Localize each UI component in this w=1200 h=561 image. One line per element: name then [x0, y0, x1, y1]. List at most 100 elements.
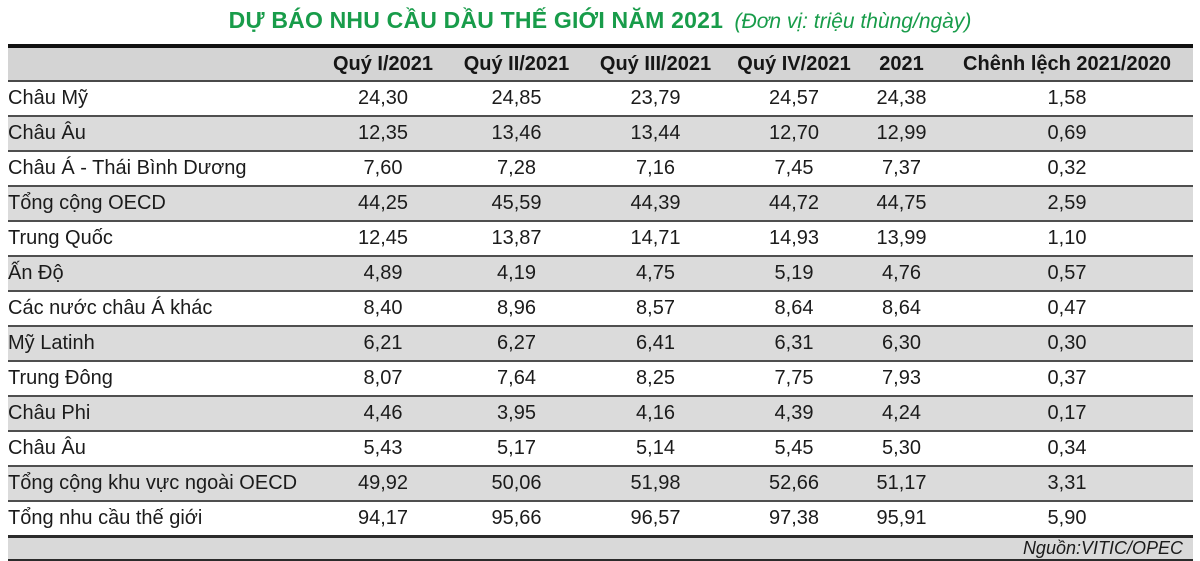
source-note: Nguồn:VITIC/OPEC — [8, 536, 1193, 561]
cell-value: 12,35 — [318, 116, 448, 152]
table-row: Tổng cộng OECD 44,25 45,59 44,39 44,72 44,75 2… — [8, 186, 1193, 222]
cell-value: 8,40 — [318, 291, 448, 327]
title-unit-note: (Đơn vị: triệu thùng/ngày) — [734, 10, 972, 33]
cell-value: 44,39 — [585, 186, 726, 222]
cell-value: 8,64 — [726, 291, 862, 327]
cell-value: 0,57 — [941, 256, 1193, 292]
cell-value: 44,75 — [862, 186, 941, 222]
cell-value: 7,45 — [726, 151, 862, 187]
cell-value: 24,85 — [448, 81, 585, 117]
row-label: Châu Phi — [8, 396, 318, 432]
cell-value: 7,37 — [862, 151, 941, 187]
cell-value: 4,46 — [318, 396, 448, 432]
column-header: Quý III/2021 — [585, 44, 726, 82]
cell-value: 8,96 — [448, 291, 585, 327]
cell-value: 95,91 — [862, 501, 941, 538]
table-row: Mỹ Latinh 6,21 6,27 6,41 6,31 6,30 0,30 — [8, 326, 1193, 362]
table-row: Trung Đông 8,07 7,64 8,25 7,75 7,93 0,37 — [8, 361, 1193, 397]
cell-value: 6,30 — [862, 326, 941, 362]
cell-value: 12,45 — [318, 221, 448, 257]
table-row: Châu Phi 4,46 3,95 4,16 4,39 4,24 0,17 — [8, 396, 1193, 432]
title-text: DỰ BÁO NHU CẦU DẦU THẾ GIỚI NĂM 2021 — [228, 7, 724, 33]
cell-value: 1,10 — [941, 221, 1193, 257]
cell-value: 6,27 — [448, 326, 585, 362]
table-row: Châu Âu 12,35 13,46 13,44 12,70 12,99 0,69 — [8, 116, 1193, 152]
cell-value: 94,17 — [318, 501, 448, 538]
cell-value: 49,92 — [318, 466, 448, 502]
cell-value: 45,59 — [448, 186, 585, 222]
cell-value: 13,46 — [448, 116, 585, 152]
table-row: Tổng cộng khu vực ngoài OECD 49,92 50,06 51… — [8, 466, 1193, 502]
row-label: Châu Âu — [8, 431, 318, 467]
cell-value: 8,64 — [862, 291, 941, 327]
cell-value: 5,14 — [585, 431, 726, 467]
cell-value: 6,41 — [585, 326, 726, 362]
cell-value: 8,57 — [585, 291, 726, 327]
cell-value: 13,44 — [585, 116, 726, 152]
cell-value: 7,60 — [318, 151, 448, 187]
row-label: Các nước châu Á khác — [8, 291, 318, 327]
cell-value: 4,24 — [862, 396, 941, 432]
region-column-header — [8, 44, 318, 82]
cell-value: 8,25 — [585, 361, 726, 397]
cell-value: 51,98 — [585, 466, 726, 502]
cell-value: 6,21 — [318, 326, 448, 362]
row-label: Châu Âu — [8, 116, 318, 152]
row-label: Tổng cộng OECD — [8, 186, 318, 222]
column-header: Quý I/2021 — [318, 44, 448, 82]
cell-value: 14,71 — [585, 221, 726, 257]
table-row: Các nước châu Á khác 8,40 8,96 8,57 8,64 8,64… — [8, 291, 1193, 327]
cell-value: 6,31 — [726, 326, 862, 362]
cell-value: 23,79 — [585, 81, 726, 117]
cell-value: 0,17 — [941, 396, 1193, 432]
row-label: Trung Quốc — [8, 221, 318, 257]
cell-value: 7,75 — [726, 361, 862, 397]
cell-value: 5,30 — [862, 431, 941, 467]
cell-value: 12,70 — [726, 116, 862, 152]
cell-value: 5,45 — [726, 431, 862, 467]
cell-value: 96,57 — [585, 501, 726, 538]
cell-value: 3,31 — [941, 466, 1193, 502]
row-label: Châu Mỹ — [8, 81, 318, 117]
cell-value: 95,66 — [448, 501, 585, 538]
cell-value: 7,64 — [448, 361, 585, 397]
cell-value: 13,87 — [448, 221, 585, 257]
oil-demand-forecast-table: Quý I/2021 Quý II/2021 Quý III/2021 Quý IV/… — [8, 44, 1193, 561]
cell-value: 0,47 — [941, 291, 1193, 327]
table-row: Ấn Độ 4,89 4,19 4,75 5,19 4,76 0,57 — [8, 256, 1193, 292]
cell-value: 5,90 — [941, 501, 1193, 538]
cell-value: 5,43 — [318, 431, 448, 467]
cell-value: 24,38 — [862, 81, 941, 117]
source-row: Nguồn:VITIC/OPEC — [8, 536, 1193, 561]
cell-value: 51,17 — [862, 466, 941, 502]
row-label: Châu Á - Thái Bình Dương — [8, 151, 318, 187]
table-row: Châu Mỹ 24,30 24,85 23,79 24,57 24,38 1,58 — [8, 81, 1193, 117]
column-header: Chênh lệch 2021/2020 — [941, 44, 1193, 82]
table-header-row: Quý I/2021 Quý II/2021 Quý III/2021 Quý IV/… — [8, 44, 1193, 82]
cell-value: 13,99 — [862, 221, 941, 257]
table-row: Châu Á - Thái Bình Dương 7,60 7,28 7,16 7,45… — [8, 151, 1193, 187]
cell-value: 50,06 — [448, 466, 585, 502]
table-row: Trung Quốc 12,45 13,87 14,71 14,93 13,99 1,10 — [8, 221, 1193, 257]
cell-value: 1,58 — [941, 81, 1193, 117]
cell-value: 24,30 — [318, 81, 448, 117]
cell-value: 0,69 — [941, 116, 1193, 152]
row-label: Tổng nhu cầu thế giới — [8, 501, 318, 538]
cell-value: 52,66 — [726, 466, 862, 502]
page-title: DỰ BÁO NHU CẦU DẦU THẾ GIỚI NĂM 2021 (Đơ… — [0, 0, 1200, 44]
cell-value: 4,76 — [862, 256, 941, 292]
cell-value: 4,75 — [585, 256, 726, 292]
cell-value: 12,99 — [862, 116, 941, 152]
row-label: Ấn Độ — [8, 256, 318, 292]
cell-value: 14,93 — [726, 221, 862, 257]
cell-value: 7,16 — [585, 151, 726, 187]
column-header: Quý II/2021 — [448, 44, 585, 82]
column-header: Quý IV/2021 — [726, 44, 862, 82]
cell-value: 2,59 — [941, 186, 1193, 222]
cell-value: 5,19 — [726, 256, 862, 292]
cell-value: 44,72 — [726, 186, 862, 222]
cell-value: 44,25 — [318, 186, 448, 222]
table-row: Tổng nhu cầu thế giới 94,17 95,66 96,57 97,3… — [8, 501, 1193, 538]
cell-value: 0,37 — [941, 361, 1193, 397]
cell-value: 0,34 — [941, 431, 1193, 467]
